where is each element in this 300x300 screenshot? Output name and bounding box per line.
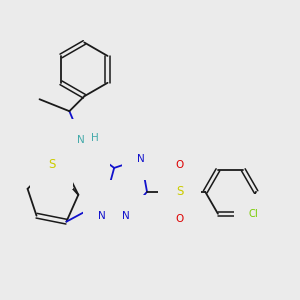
Text: S: S <box>176 185 184 198</box>
Text: N: N <box>98 211 106 221</box>
Text: S: S <box>48 158 55 171</box>
Text: Cl: Cl <box>249 209 259 219</box>
Text: H: H <box>91 133 99 143</box>
Text: O: O <box>176 160 184 170</box>
Text: O: O <box>176 214 184 224</box>
Text: N: N <box>77 134 85 145</box>
Text: N: N <box>137 154 145 164</box>
Text: N: N <box>86 145 94 155</box>
Text: N: N <box>101 196 109 206</box>
Text: N: N <box>122 211 130 221</box>
